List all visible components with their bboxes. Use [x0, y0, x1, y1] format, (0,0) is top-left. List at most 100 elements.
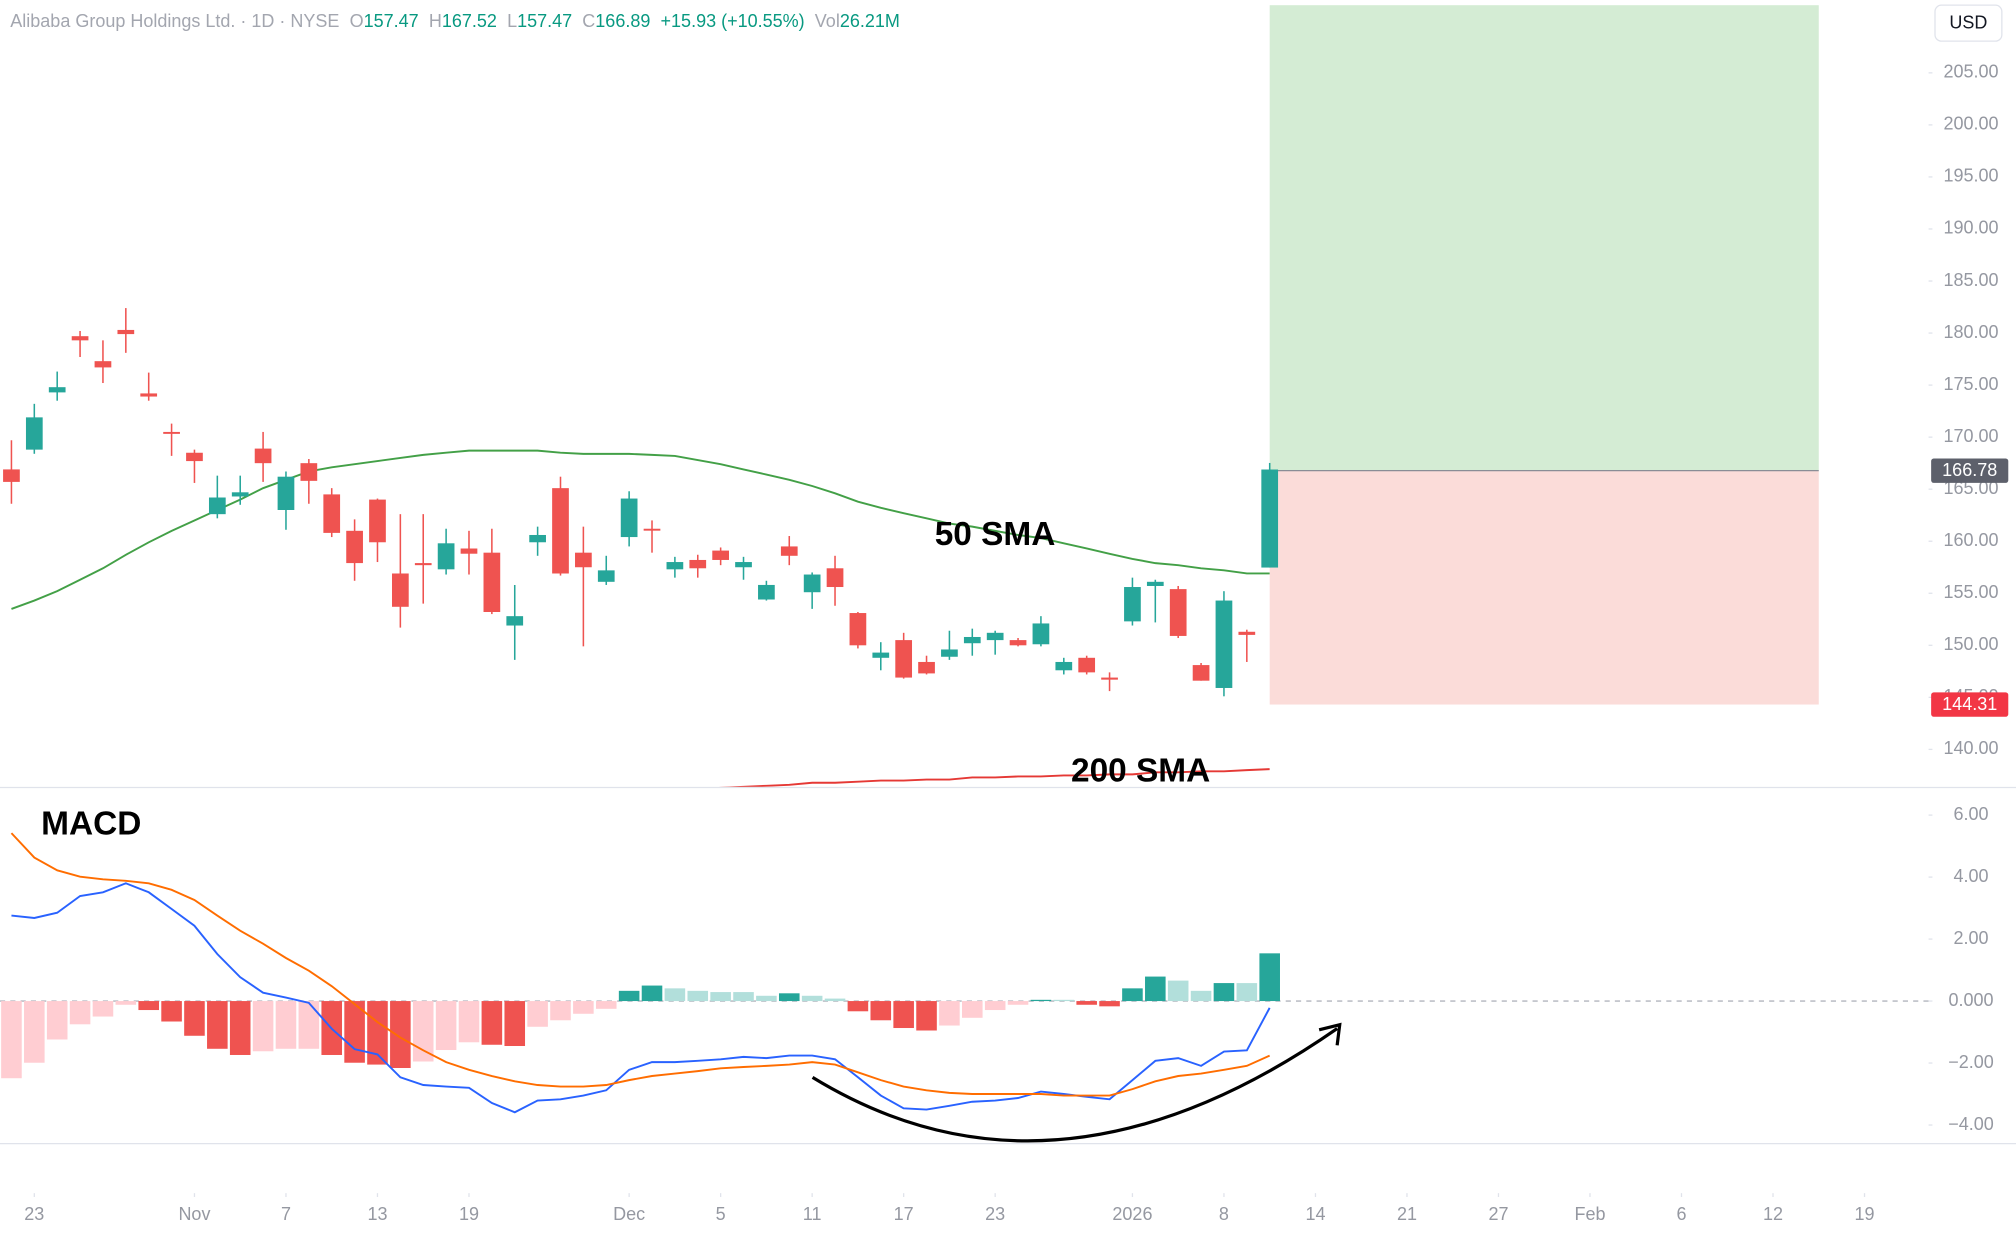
candle-body [895, 640, 913, 678]
candle-body [437, 543, 455, 570]
candle-body [986, 632, 1004, 641]
x-tick-label: 23 [24, 1204, 44, 1224]
candle-body [94, 361, 112, 368]
y-tick-label: 185.00 [1943, 270, 1998, 290]
candle-body [643, 528, 661, 531]
candle-body [277, 476, 295, 510]
x-tick-label: 8 [1219, 1204, 1229, 1224]
y-tick-label: 0.000 [1948, 990, 1993, 1010]
histogram-bar [1, 1001, 22, 1079]
candle-body [300, 463, 318, 481]
y-tick-label: 195.00 [1943, 166, 1998, 186]
line [722, 768, 1270, 787]
candle-body [1146, 581, 1164, 586]
candle-body [391, 573, 409, 607]
candle-body [231, 492, 249, 497]
macd-title: MACD [41, 805, 141, 842]
candle-body [369, 499, 386, 543]
histogram-bar [893, 1001, 914, 1029]
candle-body [963, 636, 981, 644]
histogram-bar [1190, 990, 1212, 1002]
x-tick-label: 23 [985, 1204, 1005, 1224]
ohlc-label: L [507, 11, 517, 31]
candle-body [941, 649, 958, 657]
candle-body [689, 559, 707, 569]
candle-body [803, 574, 821, 593]
candle-body [3, 469, 20, 482]
sma-annotation: 50 SMA [935, 516, 1056, 553]
histogram-bar [298, 1001, 320, 1049]
candle-body [620, 498, 638, 538]
candle-body [575, 552, 592, 568]
histogram-bar [1236, 983, 1258, 1002]
histogram-bar [824, 998, 846, 1002]
loss-zone [1269, 470, 1819, 705]
currency[interactable]: USD [1949, 13, 1987, 33]
currency-button[interactable] [1934, 4, 2003, 42]
histogram-bar [984, 1001, 1006, 1011]
candle-body [71, 336, 89, 341]
x-tick-label: 12 [1763, 1204, 1783, 1224]
ohlc-value: 166.89 [595, 11, 650, 31]
histogram-bar [1030, 999, 1052, 1002]
line [11, 882, 1271, 1114]
histogram-bar [733, 992, 754, 1002]
candle-body [1078, 657, 1096, 673]
symbol: Alibaba Group Holdings Ltd. · 1D · NYSE [10, 11, 339, 31]
y-tick-label: 205.00 [1943, 62, 1998, 82]
histogram-bar [527, 1001, 548, 1027]
candle-body [758, 584, 775, 600]
candle-body [346, 530, 363, 564]
y-tick-label: −4.00 [1948, 1114, 1994, 1134]
y-tick-label: 155.00 [1943, 582, 1998, 602]
histogram-bar [390, 1001, 411, 1068]
candle-body [872, 652, 890, 658]
candle-body [483, 552, 501, 612]
profit-zone [1269, 5, 1819, 471]
arrow [811, 1027, 1339, 1143]
change: +15.93 (+10.55%) [661, 11, 805, 31]
histogram-bar [1053, 999, 1075, 1002]
histogram-bar [252, 1001, 274, 1052]
candle-body [460, 548, 478, 554]
volume-value: 26.21M [840, 11, 900, 31]
candle-body [1215, 600, 1233, 688]
ohlc-value: 167.52 [442, 11, 497, 31]
x-tick-label: Nov [178, 1204, 210, 1224]
annotations: 50 SMA 200 SMA MACD [41, 516, 1210, 842]
y-tick-label: 6.00 [1953, 804, 1988, 824]
y-tick-label: 175.00 [1943, 374, 1998, 394]
candle-body [1101, 677, 1118, 680]
histogram-bar [458, 1001, 480, 1043]
candle-body [254, 448, 272, 464]
candle-body [1055, 661, 1073, 671]
arrow-head [1318, 1022, 1342, 1046]
histogram-bar [1122, 988, 1143, 1002]
y-tick-label: 190.00 [1943, 218, 1998, 238]
x-tick-label: 14 [1305, 1204, 1325, 1224]
y-tick-label: 150.00 [1943, 634, 1998, 654]
x-tick-label: 6 [1676, 1204, 1686, 1224]
histogram-bar [275, 1001, 297, 1049]
candle-body [666, 562, 684, 570]
x-tick-label: 11 [803, 1204, 822, 1224]
histogram-bar [939, 1001, 960, 1026]
histogram-bar [481, 1001, 503, 1045]
candle-body [780, 546, 798, 556]
x-tick-label: Feb [1574, 1204, 1605, 1224]
ohlc-value: 157.47 [517, 11, 572, 31]
histogram-bar [595, 1001, 617, 1009]
candle-body [1192, 665, 1210, 681]
y-tick-label: 170.00 [1943, 426, 1998, 446]
x-tick-label: 7 [281, 1204, 291, 1224]
histogram-bar [1099, 1001, 1120, 1007]
histogram-bar [344, 1001, 365, 1063]
candle-body [849, 613, 867, 646]
candle-body [735, 562, 752, 568]
price-tag [1931, 692, 2009, 717]
candle-body [712, 550, 729, 560]
macd-pane [0, 832, 1929, 1114]
price-tag [1931, 458, 2009, 483]
histogram-bar [664, 988, 686, 1002]
